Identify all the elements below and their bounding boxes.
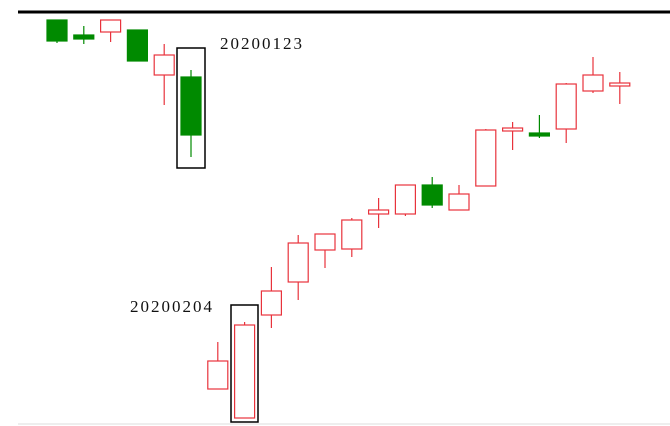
candle-body (555, 83, 577, 130)
candle-body (260, 290, 282, 316)
candle-body (502, 127, 524, 132)
candle-body (99, 19, 122, 33)
candle-body (153, 54, 175, 76)
candle-body (394, 184, 416, 215)
candle-body (314, 233, 336, 251)
annotation: 20200123 (220, 34, 304, 53)
candle-body (180, 76, 202, 136)
candle-body (368, 209, 390, 215)
candle-body (126, 29, 149, 62)
candle-body (46, 19, 68, 42)
candle-body (609, 82, 631, 87)
candle-body (421, 184, 443, 206)
candle-body (528, 132, 551, 137)
candle-body (448, 193, 470, 211)
annotation: 20200204 (130, 297, 214, 316)
candle-body (475, 129, 497, 187)
candle-body (234, 324, 256, 419)
candle-body (207, 360, 229, 390)
candle-body (73, 34, 95, 40)
candle-body (582, 74, 604, 92)
highlight-box (230, 304, 259, 423)
candle-body (287, 242, 309, 283)
highlight-box (176, 47, 206, 169)
candle-body (341, 219, 363, 250)
